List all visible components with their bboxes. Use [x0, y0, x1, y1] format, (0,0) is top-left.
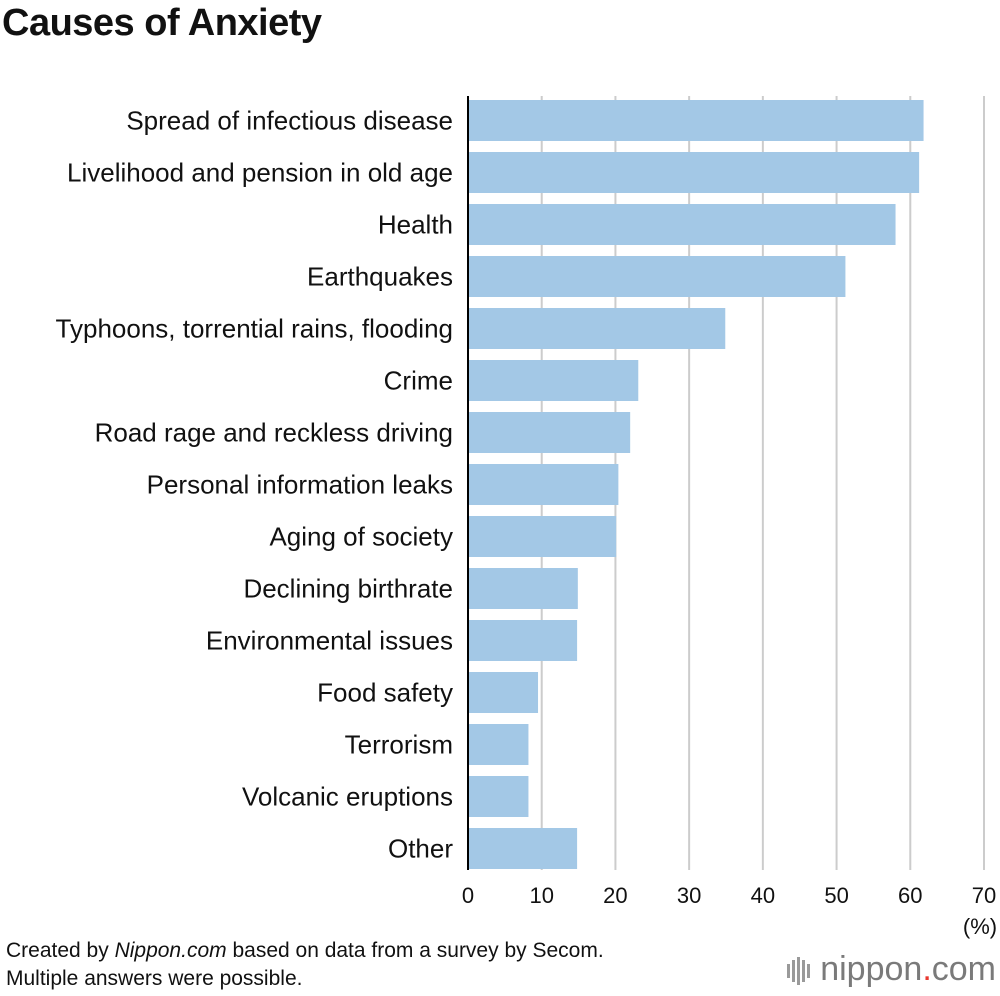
footnote-suffix: based on data from a survey by Secom. [226, 939, 604, 962]
nippon-logo: nippon. com [787, 950, 996, 989]
x-tick-label: 40 [751, 883, 775, 908]
category-label: Earthquakes [307, 262, 453, 292]
bar [468, 672, 539, 713]
bar [468, 256, 846, 297]
footnote-line-1: Created by Nippon.com based on data from… [6, 937, 604, 965]
category-label: Declining birthrate [243, 574, 453, 604]
chart-title: Causes of Anxiety [2, 2, 322, 44]
x-tick-label: 60 [898, 883, 922, 908]
x-tick-label: 10 [529, 883, 553, 908]
category-label: Food safety [317, 678, 453, 708]
category-label: Aging of society [269, 522, 453, 552]
footnote-line-2: Multiple answers were possible. [6, 967, 303, 990]
bar [468, 776, 529, 817]
bar [468, 412, 631, 453]
bar [468, 828, 578, 869]
bar [468, 620, 578, 661]
category-label: Environmental issues [206, 626, 453, 656]
category-label: Volcanic eruptions [242, 782, 453, 812]
category-label: Spread of infectious disease [126, 106, 453, 136]
category-label: Other [388, 834, 453, 864]
logo-tld: com [931, 950, 996, 988]
x-unit-label: (%) [963, 914, 997, 939]
bar [468, 516, 617, 557]
category-label: Personal information leaks [147, 470, 453, 500]
x-tick-label: 70 [972, 883, 996, 908]
x-tick-label: 50 [824, 883, 848, 908]
logo-dot: . [922, 950, 932, 988]
category-label: Terrorism [345, 730, 453, 760]
category-label: Typhoons, torrential rains, flooding [56, 314, 453, 344]
category-label: Road rage and reckless driving [95, 418, 453, 448]
logo-name: nippon [820, 950, 923, 988]
bar [468, 152, 920, 193]
x-tick-label: 30 [677, 883, 701, 908]
category-label: Crime [384, 366, 453, 396]
category-label: Health [378, 210, 453, 240]
bar [468, 204, 896, 245]
bar [468, 724, 529, 765]
category-label: Livelihood and pension in old age [67, 158, 453, 188]
bar [468, 568, 578, 609]
bar-chart: Spread of infectious disease Livelihood a… [56, 96, 997, 939]
bar [468, 100, 924, 141]
x-tick-label: 0 [462, 883, 474, 908]
x-tick-label: 20 [603, 883, 627, 908]
bar [468, 464, 619, 505]
bar [468, 360, 639, 401]
bar [468, 308, 726, 349]
logo-bars-icon [787, 950, 812, 989]
footnote: Created by Nippon.com based on data from… [6, 937, 604, 993]
footnote-source: Nippon.com [114, 939, 227, 962]
footnote-prefix: Created by [6, 939, 115, 962]
